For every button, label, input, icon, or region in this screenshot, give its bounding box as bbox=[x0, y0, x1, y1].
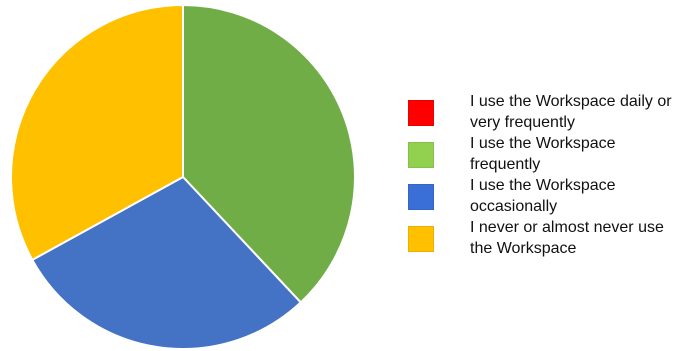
pie-slice-never bbox=[10, 4, 184, 261]
legend-label: I use the Workspace occasionally bbox=[470, 177, 616, 215]
legend-label: I use the Workspace daily or very freque… bbox=[470, 93, 672, 131]
legend-swatch bbox=[408, 226, 434, 252]
legend-swatch bbox=[408, 184, 434, 210]
legend-swatch bbox=[408, 142, 434, 168]
legend-label: I use the Workspace frequently bbox=[470, 135, 616, 173]
pie-slices bbox=[10, 4, 356, 350]
legend-swatch bbox=[408, 100, 434, 126]
legend-label: I never or almost never use the Workspac… bbox=[470, 219, 664, 257]
legend: I use the Workspace daily or very freque… bbox=[408, 91, 676, 259]
legend-item-daily: I use the Workspace daily or very freque… bbox=[408, 91, 676, 133]
pie-slice-occasional bbox=[31, 176, 302, 350]
legend-item-frequent: I use the Workspace frequently bbox=[408, 133, 676, 175]
pie-slice-frequent bbox=[182, 4, 356, 304]
legend-item-never: I never or almost never use the Workspac… bbox=[408, 217, 676, 259]
legend-item-occasional: I use the Workspace occasionally bbox=[408, 175, 676, 217]
